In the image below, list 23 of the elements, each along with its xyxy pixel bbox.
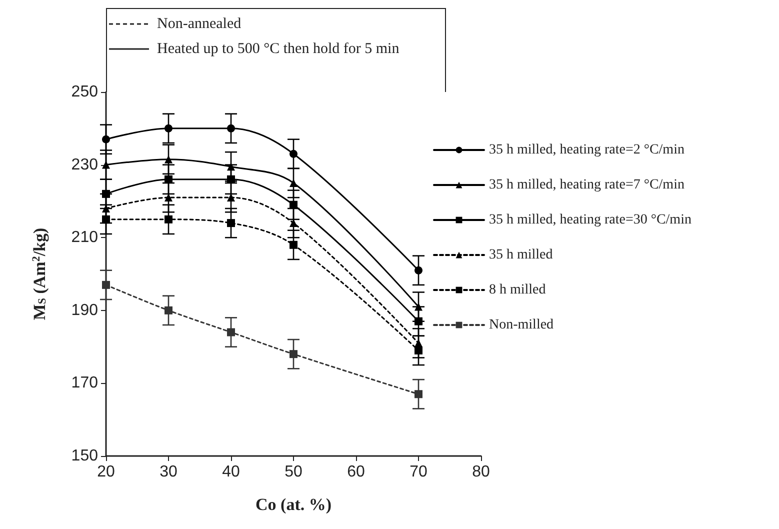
y-tick-label: 150 — [71, 448, 98, 464]
legend-label: 8 h milled — [489, 282, 546, 298]
legend-label: 35 h milled, heating rate=30 °C/min — [489, 212, 692, 228]
text: Heated up to 500 °C then hold for 5 min — [157, 40, 400, 59]
x-tick-label: 20 — [97, 464, 115, 480]
legend-label: 35 h milled — [489, 248, 553, 262]
legend-label: Non-milled — [489, 318, 554, 332]
x-tick-label: 80 — [472, 464, 490, 480]
y-tick-label: 230 — [71, 156, 98, 174]
x-tick-label: 70 — [410, 464, 428, 480]
text: Non-annealed — [157, 15, 242, 34]
x-axis-title: Co (at. %) — [255, 495, 332, 514]
y-axis-title: MS (Am2/kg) — [30, 228, 49, 320]
y-tick-label: 250 — [71, 84, 98, 100]
y-tick-label: 190 — [71, 302, 98, 319]
x-tick-label: 30 — [160, 464, 178, 480]
x-tick-label: 50 — [284, 464, 302, 480]
x-tick-label: 60 — [347, 464, 365, 480]
legend-label: 35 h milled, heating rate=7 °C/min — [489, 178, 684, 192]
y-tick-label: 170 — [71, 374, 98, 392]
y-tick-label: 210 — [71, 229, 98, 246]
legend-label: 35 h milled, heating rate=2 °C/min — [489, 142, 684, 158]
x-tick-label: 40 — [222, 464, 240, 480]
